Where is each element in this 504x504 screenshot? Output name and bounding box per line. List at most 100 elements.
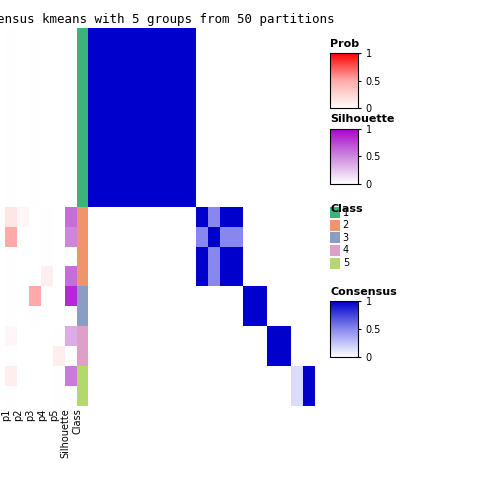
Bar xyxy=(100,107,112,127)
Bar xyxy=(29,246,41,267)
Bar xyxy=(148,68,160,87)
Bar xyxy=(124,227,136,246)
Bar xyxy=(100,187,112,207)
Bar xyxy=(184,167,196,187)
Bar xyxy=(291,107,303,127)
Bar xyxy=(220,227,231,246)
Bar xyxy=(17,286,29,306)
Bar xyxy=(100,167,112,187)
Bar xyxy=(172,68,184,87)
Bar xyxy=(65,366,77,386)
Bar xyxy=(160,47,172,68)
Bar xyxy=(279,326,291,346)
Bar xyxy=(279,227,291,246)
Bar xyxy=(256,127,267,147)
Bar xyxy=(220,366,231,386)
Bar xyxy=(184,346,196,366)
Bar xyxy=(41,107,53,127)
Bar xyxy=(184,147,196,167)
Bar xyxy=(303,346,315,366)
Bar xyxy=(77,167,89,187)
Bar xyxy=(77,386,89,406)
Bar xyxy=(208,107,220,127)
Bar xyxy=(291,28,303,47)
Bar xyxy=(220,68,231,87)
Bar xyxy=(243,147,256,167)
Bar xyxy=(231,326,243,346)
Bar xyxy=(291,147,303,167)
Bar xyxy=(220,386,231,406)
Bar xyxy=(231,227,243,246)
Bar xyxy=(243,346,256,366)
Bar xyxy=(256,187,267,207)
Bar xyxy=(160,326,172,346)
Bar xyxy=(136,87,148,107)
Bar xyxy=(17,167,29,187)
Bar xyxy=(267,306,279,326)
Bar xyxy=(184,267,196,286)
Bar xyxy=(160,246,172,267)
Bar xyxy=(160,87,172,107)
Bar xyxy=(17,366,29,386)
Bar xyxy=(256,207,267,227)
Bar xyxy=(100,306,112,326)
Bar xyxy=(208,87,220,107)
Bar xyxy=(184,87,196,107)
Bar xyxy=(17,326,29,346)
Bar xyxy=(220,246,231,267)
Text: 5: 5 xyxy=(343,258,349,268)
Bar xyxy=(53,267,65,286)
Bar xyxy=(267,286,279,306)
Bar xyxy=(5,127,17,147)
Bar xyxy=(208,227,220,246)
Bar xyxy=(267,246,279,267)
Bar xyxy=(184,386,196,406)
Bar xyxy=(208,68,220,87)
Bar xyxy=(243,68,256,87)
Bar xyxy=(89,68,100,87)
Bar xyxy=(267,227,279,246)
Bar xyxy=(148,346,160,366)
Bar xyxy=(136,246,148,267)
Bar xyxy=(184,187,196,207)
Bar xyxy=(196,227,208,246)
Bar xyxy=(172,107,184,127)
Bar xyxy=(65,306,77,326)
Bar xyxy=(160,127,172,147)
Bar xyxy=(77,227,89,246)
Bar xyxy=(100,127,112,147)
Bar xyxy=(267,127,279,147)
Bar xyxy=(124,386,136,406)
Bar xyxy=(243,306,256,326)
Bar xyxy=(267,386,279,406)
Bar xyxy=(17,28,29,47)
Bar xyxy=(231,306,243,326)
Bar xyxy=(41,68,53,87)
Bar xyxy=(100,286,112,306)
Bar xyxy=(41,187,53,207)
Bar xyxy=(29,127,41,147)
Bar xyxy=(53,306,65,326)
Bar xyxy=(89,246,100,267)
Bar xyxy=(17,107,29,127)
Bar xyxy=(196,207,208,227)
Bar xyxy=(5,28,17,47)
Bar xyxy=(29,286,41,306)
Bar xyxy=(184,28,196,47)
Bar xyxy=(41,28,53,47)
Bar xyxy=(279,267,291,286)
Bar xyxy=(53,246,65,267)
Bar xyxy=(231,147,243,167)
Bar xyxy=(172,227,184,246)
Bar xyxy=(65,346,77,366)
Bar xyxy=(148,326,160,346)
Bar xyxy=(100,227,112,246)
Bar xyxy=(172,28,184,47)
Bar xyxy=(41,147,53,167)
Bar xyxy=(231,187,243,207)
Bar xyxy=(5,326,17,346)
Bar xyxy=(136,306,148,326)
Bar xyxy=(291,366,303,386)
Bar xyxy=(291,286,303,306)
Bar xyxy=(184,227,196,246)
